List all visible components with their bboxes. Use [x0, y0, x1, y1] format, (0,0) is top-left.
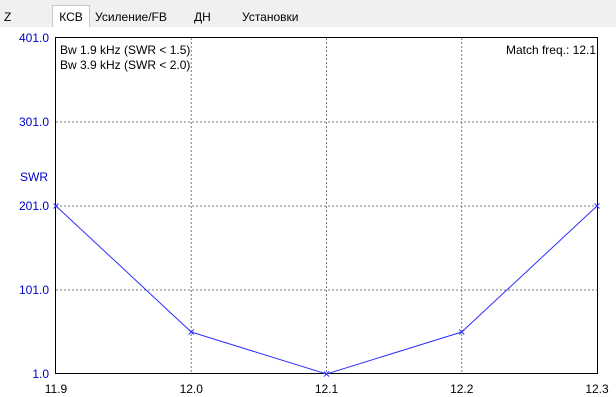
x-tick-label: 12.1: [315, 382, 339, 396]
tab-swr[interactable]: КСВ: [52, 5, 90, 27]
data-point-marker: [53, 203, 59, 209]
y-tick-label: 101.0: [19, 283, 49, 297]
data-point-marker: [594, 203, 600, 209]
tab-settings[interactable]: Установки: [242, 10, 299, 24]
y-tick-label: 401.0: [19, 31, 49, 45]
bandwidth-swr-1-5: Bw 1.9 kHz (SWR < 1.5): [60, 43, 191, 57]
y-tick-label: 301.0: [19, 115, 49, 129]
tab-bar: Z КСВ Усиление/FB ДН Установки: [0, 0, 616, 27]
tab-gain-fb[interactable]: Усиление/FB: [95, 10, 167, 24]
x-tick-label: 11.9: [45, 382, 68, 396]
x-tick-label: 12.0: [180, 382, 204, 396]
bandwidth-swr-2-0: Bw 3.9 kHz (SWR < 2.0): [60, 58, 191, 72]
tab-z[interactable]: Z: [4, 10, 12, 24]
x-tick-label: 12.2: [450, 382, 474, 396]
y-axis-label: SWR: [20, 170, 48, 184]
data-point-marker: [323, 371, 330, 377]
data-point-marker: [188, 329, 195, 335]
data-point-marker: [458, 329, 465, 335]
y-tick-label: 201.0: [19, 199, 49, 213]
match-frequency: Match freq.: 12.1: [505, 43, 596, 57]
y-tick-label: 1.0: [32, 367, 49, 381]
x-tick-label: 12.3: [585, 382, 609, 396]
tab-pattern[interactable]: ДН: [194, 10, 211, 24]
